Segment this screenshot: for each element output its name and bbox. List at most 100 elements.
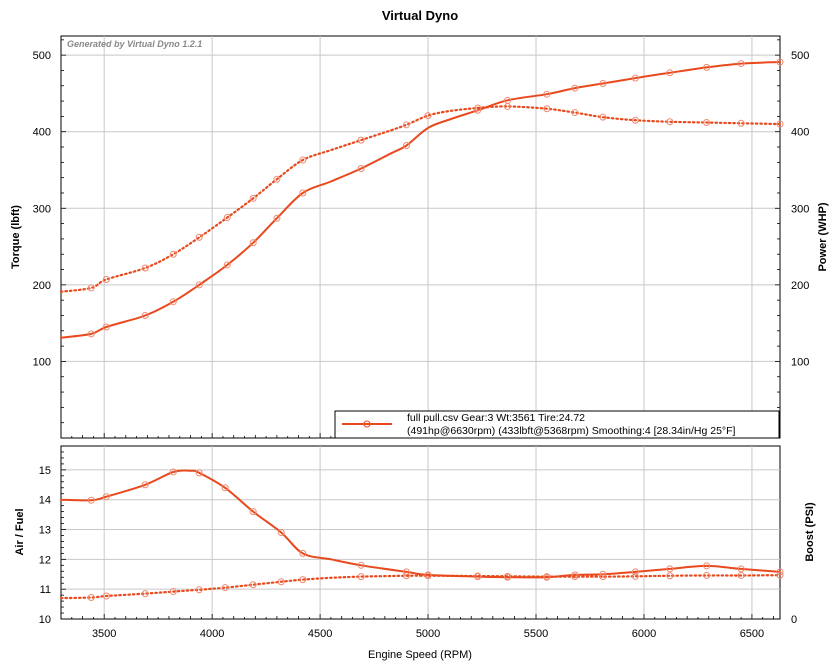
boost-tick-label: 0 — [791, 614, 797, 626]
x-tick-label: 3500 — [92, 628, 116, 640]
legend-line-1: full pull.csv Gear:3 Wt:3561 Tire:24.72 — [407, 412, 585, 424]
top-torque-marker — [703, 119, 711, 127]
bottom-air-fuel-trace-2-marker — [277, 578, 285, 586]
bottom-air-fuel-marker — [357, 561, 365, 569]
bottom-air-fuel-trace-2-marker — [737, 571, 745, 579]
top-torque-line — [59, 105, 782, 293]
top-panel: 100 200 300 400 500 100 200 300 400 500 Generate… — [10, 35, 829, 439]
chart-title: Virtual Dyno — [382, 8, 458, 23]
bottom-air-fuel-trace-2-marker — [474, 572, 482, 580]
top-torque-marker — [169, 250, 177, 258]
torque-tick-label: 100 — [33, 356, 51, 368]
bottom-air-fuel-marker — [277, 529, 285, 536]
top-series — [59, 58, 784, 339]
bottom-panel: 10 11 12 13 14 15 0 3500 4000 4500 5000 5500 6000 6… — [14, 445, 816, 661]
bottom-air-fuel-trace-2-marker — [357, 573, 365, 581]
torque-tick-label: 500 — [33, 50, 51, 62]
top-torque-marker — [776, 120, 784, 128]
bottom-air-fuel-trace-2-marker — [87, 594, 95, 602]
x-tick-label: 6500 — [740, 628, 764, 640]
top-torque-marker — [599, 113, 607, 121]
bottom-air-fuel-trace-2-marker — [195, 586, 203, 594]
bottom-x-ticks: 3500 4000 4500 5000 5500 6000 6500 — [92, 628, 764, 640]
top-power-marker — [299, 189, 307, 197]
top-torque-marker — [737, 119, 745, 127]
torque-axis-title: Torque (lbft) — [10, 205, 22, 269]
top-power-marker — [102, 323, 110, 331]
top-power-marker — [631, 74, 639, 82]
air-fuel-tick-label: 15 — [39, 465, 51, 477]
top-power-marker — [543, 90, 551, 98]
legend: full pull.csv Gear:3 Wt:3561 Tire:24.72 … — [334, 410, 780, 439]
bottom-plot-frame — [60, 445, 781, 620]
top-power-marker — [195, 281, 203, 289]
air-fuel-tick-label: 11 — [40, 584, 51, 596]
bottom-series — [59, 468, 784, 602]
top-torque-marker — [474, 104, 482, 112]
top-power-marker — [402, 141, 410, 149]
top-torque-marker — [571, 109, 579, 117]
top-y-ticks: 100 200 300 400 500 — [33, 50, 51, 368]
bottom-air-fuel-trace-2-marker — [776, 571, 784, 579]
bottom-air-fuel-trace-2-marker — [504, 572, 512, 580]
bottom-air-fuel-trace-2-marker — [249, 581, 257, 589]
top-power-marker — [141, 311, 149, 319]
top-power-marker — [223, 261, 231, 269]
bottom-air-fuel-marker — [776, 568, 784, 576]
top-plot-frame — [60, 35, 781, 439]
top-torque-marker — [299, 156, 307, 164]
bottom-air-fuel-marker — [141, 481, 149, 489]
bottom-air-fuel-marker — [631, 568, 639, 576]
bottom-air-fuel-trace-2-marker — [141, 590, 149, 598]
air-fuel-tick-label: 10 — [39, 614, 51, 626]
top-power-marker — [169, 298, 177, 306]
power-axis-title: Power (WHP) — [817, 202, 829, 271]
top-torque-marker — [87, 284, 95, 292]
bottom-air-fuel-marker — [666, 565, 674, 573]
torque-tick-label: 200 — [33, 280, 51, 292]
power-tick-label: 100 — [791, 356, 809, 368]
bottom-air-fuel-marker — [299, 549, 307, 557]
air-fuel-tick-label: 12 — [39, 554, 51, 566]
bottom-air-fuel-marker — [249, 508, 257, 516]
top-power-marker — [599, 79, 607, 87]
x-tick-label: 5000 — [416, 628, 440, 640]
bottom-air-fuel-trace-2-marker — [102, 592, 110, 600]
bottom-air-fuel-marker — [221, 484, 229, 492]
top-torque-marker — [543, 105, 551, 113]
torque-tick-label: 400 — [33, 127, 51, 139]
top-power-marker — [737, 60, 745, 68]
air-fuel-tick-label: 13 — [39, 525, 51, 537]
bottom-air-fuel-trace-2-marker — [221, 584, 229, 592]
x-tick-label: 5500 — [524, 628, 548, 640]
legend-swatch-marker — [363, 420, 371, 428]
power-tick-label: 300 — [791, 203, 809, 215]
top-grid — [60, 36, 780, 439]
top-torque-marker — [195, 233, 203, 241]
bottom-air-fuel-marker — [195, 469, 203, 477]
bottom-air-fuel-trace-2-marker — [424, 572, 432, 580]
bottom-air-fuel-trace-2-marker — [666, 572, 674, 580]
x-tick-label: 6000 — [632, 628, 656, 640]
top-torque-marker — [249, 194, 257, 202]
top-power-marker — [666, 69, 674, 77]
x-axis-title: Engine Speed (RPM) — [368, 649, 472, 661]
top-torque-marker — [666, 118, 674, 126]
top-power-marker — [87, 330, 95, 338]
top-torque-marker — [273, 175, 281, 183]
top-torque-marker — [357, 136, 365, 144]
top-torque-marker — [141, 264, 149, 272]
bottom-air-fuel-marker — [737, 565, 745, 573]
top-power-marker — [273, 214, 281, 222]
air-fuel-tick-label: 14 — [39, 495, 51, 507]
top-power-marker — [357, 164, 365, 172]
top-torque-marker — [402, 121, 410, 129]
bottom-air-fuel-trace-2-marker — [631, 572, 639, 580]
bottom-air-fuel-trace-2-marker — [703, 571, 711, 579]
top-torque-marker — [102, 275, 110, 283]
top-power-marker — [249, 239, 257, 247]
bottom-air-fuel-trace-2-marker — [299, 576, 307, 584]
power-tick-label: 200 — [791, 280, 809, 292]
x-tick-label: 4500 — [308, 628, 332, 640]
